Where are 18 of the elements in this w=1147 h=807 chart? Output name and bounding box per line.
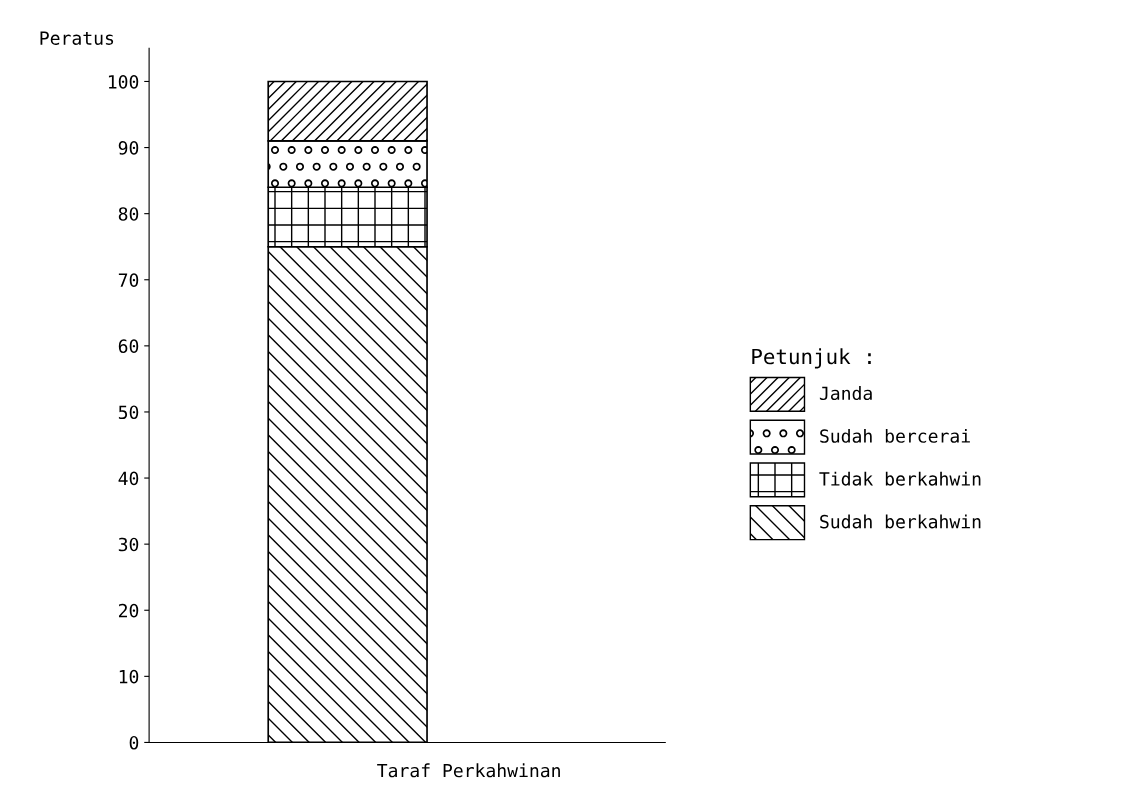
y-tick-label: 30 <box>118 537 139 552</box>
legend-title: Petunjuk : <box>752 348 871 369</box>
y-tick-label: 40 <box>118 471 139 486</box>
y-tick-label: 20 <box>118 603 139 618</box>
y-tick-label: 10 <box>119 669 139 684</box>
y-tick-label: 60 <box>118 339 139 354</box>
y-tick-label: 70 <box>118 273 139 287</box>
legend-label: Sudah berkahwin <box>820 514 981 529</box>
legend-label: Tidak berkahwin <box>819 471 981 486</box>
y-tick-label: 90 <box>118 141 139 155</box>
y-tick-label: 0 <box>129 735 139 750</box>
legend-label: Sudah bercerai <box>820 428 970 443</box>
legend-label: Janda <box>819 386 872 401</box>
y-tick-label: 100 <box>108 74 139 89</box>
y-axis-title: Peratus <box>40 31 114 45</box>
x-axis-title: Taraf Perkahwinan <box>377 763 560 778</box>
y-tick-label: 80 <box>118 207 139 221</box>
y-tick-label: 50 <box>118 405 139 420</box>
